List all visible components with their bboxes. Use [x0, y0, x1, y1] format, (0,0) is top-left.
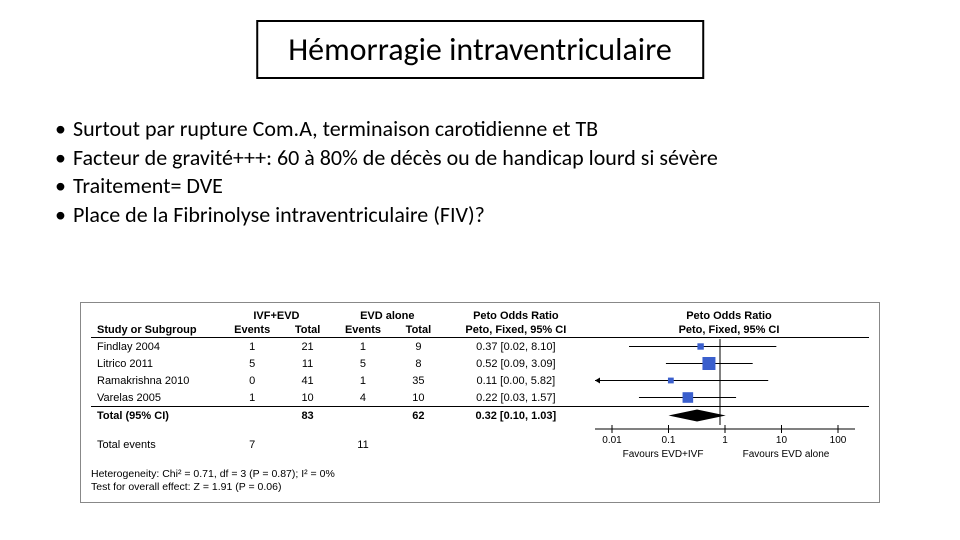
bullet-item: Surtout par rupture Com.A, terminaison c…: [55, 115, 905, 144]
col-study: Study or Subgroup: [91, 323, 221, 338]
study-name: Ramakrishna 2010: [91, 372, 221, 389]
svg-text:100: 100: [830, 435, 847, 446]
study-row: Litrico 2011511580.52 [0.09, 3.09]: [91, 355, 869, 372]
effect-text: 0.52 [0.09, 3.09]: [443, 355, 589, 372]
svg-text:Favours EVD+IVF: Favours EVD+IVF: [623, 449, 704, 460]
events2: 1: [332, 338, 394, 356]
events2: 4: [332, 389, 394, 407]
total2: 8: [394, 355, 443, 372]
bullet-item: Traitement= DVE: [55, 172, 905, 201]
plot-cell: [589, 389, 869, 407]
study-name: Varelas 2005: [91, 389, 221, 407]
col-events1: Events: [221, 323, 283, 338]
total-t1: 83: [283, 407, 332, 425]
col-effect-sub: Peto, Fixed, 95% CI: [443, 323, 589, 338]
total1: 10: [283, 389, 332, 407]
total-events1: 7: [221, 424, 283, 466]
total-label: Total (95% CI): [91, 407, 221, 425]
svg-text:Favours EVD alone: Favours EVD alone: [743, 449, 830, 460]
total2: 9: [394, 338, 443, 356]
col-events2: Events: [332, 323, 394, 338]
plot-cell: [589, 372, 869, 389]
page-title: Hémorragie intraventriculaire: [288, 30, 672, 69]
col-group1: IVF+EVD: [221, 309, 332, 323]
forest-footer: Heterogeneity: Chi² = 0.71, df = 3 (P = …: [91, 466, 869, 494]
total-events2: 11: [332, 424, 394, 466]
axis-cell: 0.01 0.1 1 10 100 Favours EVD+IVF Favours EVD …: [589, 424, 869, 466]
total1: 11: [283, 355, 332, 372]
svg-text:0.01: 0.01: [602, 435, 622, 446]
study-row: Ramakrishna 20100411350.11 [0.00, 5.82]: [91, 372, 869, 389]
events1: 1: [221, 389, 283, 407]
study-name: Litrico 2011: [91, 355, 221, 372]
heterogeneity-text: Heterogeneity: Chi² = 0.71, df = 3 (P = …: [91, 468, 335, 480]
col-effect: Peto Odds Ratio: [443, 309, 589, 323]
forest-plot-panel: IVF+EVD EVD alone Peto Odds Ratio Peto O…: [80, 302, 880, 503]
total2: 35: [394, 372, 443, 389]
total-effect: 0.32 [0.10, 1.03]: [443, 407, 589, 425]
overall-effect-text: Test for overall effect: Z = 1.91 (P = 0…: [91, 481, 281, 493]
bullet-item: Facteur de gravité+++: 60 à 80% de décès…: [55, 144, 905, 173]
events2: 5: [332, 355, 394, 372]
effect-text: 0.11 [0.00, 5.82]: [443, 372, 589, 389]
title-box: Hémorragie intraventriculaire: [256, 20, 704, 79]
study-name: Findlay 2004: [91, 338, 221, 356]
total2: 10: [394, 389, 443, 407]
total-events-label: Total events: [91, 424, 221, 466]
svg-text:10: 10: [776, 435, 788, 446]
col-total1: Total: [283, 323, 332, 338]
col-plot-sub: Peto, Fixed, 95% CI: [589, 323, 869, 338]
study-row: Findlay 2004121190.37 [0.02, 8.10]: [91, 338, 869, 356]
total-t2: 62: [394, 407, 443, 425]
events1: 0: [221, 372, 283, 389]
events1: 1: [221, 338, 283, 356]
total1: 21: [283, 338, 332, 356]
svg-text:1: 1: [722, 435, 728, 446]
bullet-list: Surtout par rupture Com.A, terminaison c…: [55, 115, 905, 229]
col-plot-head: Peto Odds Ratio: [589, 309, 869, 323]
plot-cell: [589, 338, 869, 356]
plot-cell: [589, 355, 869, 372]
forest-table: IVF+EVD EVD alone Peto Odds Ratio Peto O…: [91, 309, 869, 466]
study-row: Varelas 20051104100.22 [0.03, 1.57]: [91, 389, 869, 407]
total-plot-cell: [589, 407, 869, 425]
col-total2: Total: [394, 323, 443, 338]
effect-text: 0.22 [0.03, 1.57]: [443, 389, 589, 407]
axis-svg: 0.01 0.1 1 10 100 Favours EVD+IVF Favours EVD …: [595, 425, 855, 465]
total1: 41: [283, 372, 332, 389]
total-row: Total (95% CI) 83 620.32 [0.10, 1.03]: [91, 407, 869, 425]
svg-text:0.1: 0.1: [662, 435, 676, 446]
effect-text: 0.37 [0.02, 8.10]: [443, 338, 589, 356]
events1: 5: [221, 355, 283, 372]
col-group2: EVD alone: [332, 309, 443, 323]
total-events-row: Total events7 11 0.01 0.1 1 10 100 Favours EVD+…: [91, 424, 869, 466]
bullet-item: Place de la Fibrinolyse intraventriculai…: [55, 201, 905, 230]
events2: 1: [332, 372, 394, 389]
